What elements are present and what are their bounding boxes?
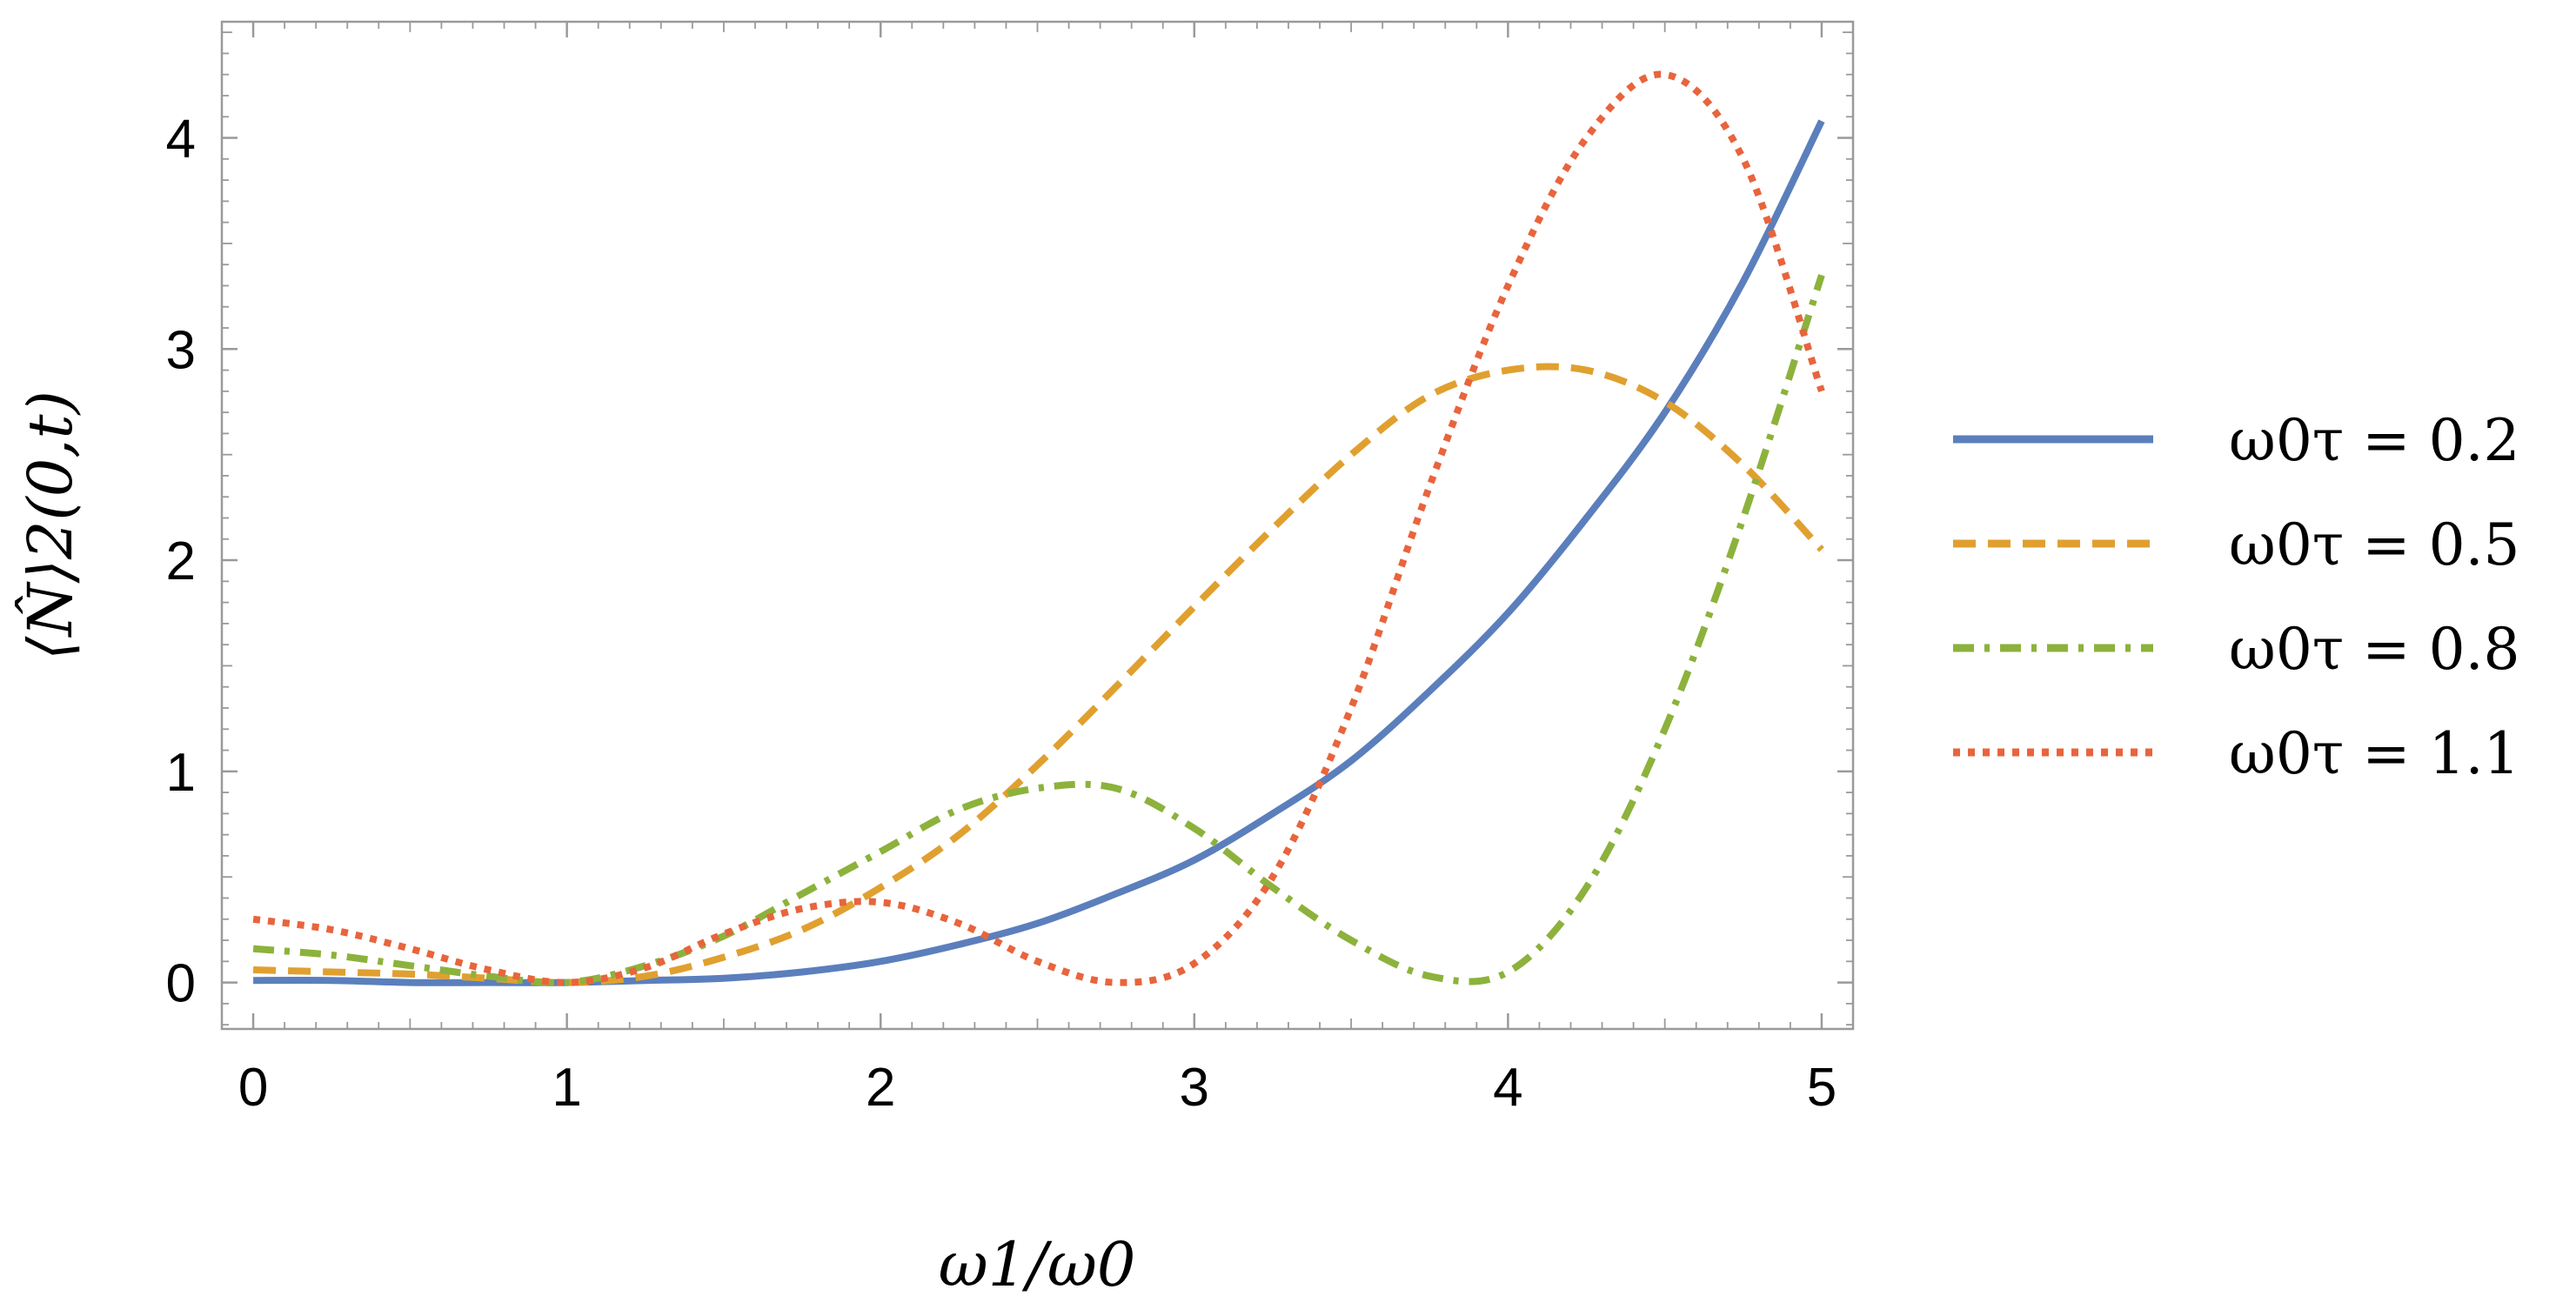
legend-label: ω0τ = 0.8	[2229, 616, 2520, 683]
y-tick-label: 4	[166, 110, 196, 170]
x-tick-labels: 0 1 2 3 4 5	[238, 1058, 1837, 1118]
legend-label: ω0τ = 0.5	[2229, 511, 2520, 578]
y-tick-label: 3	[166, 320, 196, 380]
x-tick-label: 3	[1180, 1058, 1209, 1118]
y-tick-label: 1	[166, 743, 196, 803]
x-tick-label: 5	[1807, 1058, 1837, 1118]
plot-frame	[220, 20, 1855, 1031]
x-axis-title: ω1/ω0	[939, 1229, 1136, 1300]
y-tick-label: 0	[166, 954, 196, 1014]
y-tick-label: 2	[166, 531, 196, 591]
x-tick-label: 0	[238, 1058, 268, 1118]
series-line-3	[252, 274, 1825, 986]
legend-label: ω0τ = 1.1	[2229, 720, 2520, 787]
x-tick-label: 1	[552, 1058, 581, 1118]
y-axis-title: ⟨N̂⟩2(0,t)	[15, 391, 86, 660]
series-lines	[252, 70, 1825, 986]
y-tick-labels: 0 1 2 3 4	[166, 110, 196, 1014]
x-tick-label: 4	[1493, 1058, 1522, 1118]
legend: ω0τ = 0.2 ω0τ = 0.5 ω0τ = 0.8 ω0τ = 1.1	[1953, 407, 2520, 787]
series-line-1	[253, 119, 1825, 986]
axis-ticks	[222, 22, 1853, 1029]
legend-label: ω0τ = 0.2	[2229, 407, 2520, 474]
x-tick-label: 2	[866, 1058, 895, 1118]
series-line-4	[252, 70, 1825, 986]
